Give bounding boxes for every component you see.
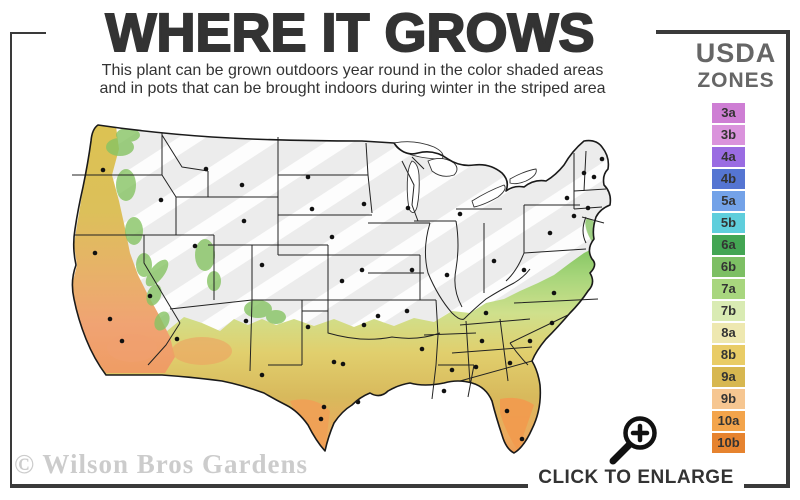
- southern-arizona-orange-zone: [172, 337, 232, 365]
- lake-michigan: [406, 160, 420, 213]
- legend-zone-5a: 5a: [712, 191, 745, 211]
- legend-zone-9b: 9b: [712, 389, 745, 409]
- watermark: © Wilson Bros Gardens: [14, 449, 308, 479]
- lake-erie: [471, 184, 506, 208]
- legend-zone-8a: 8a: [712, 323, 745, 343]
- legend-zone-4a: 4a: [712, 147, 745, 167]
- us-outline: [71, 124, 612, 454]
- state-borders: [72, 133, 607, 400]
- legend-zone-7b: 7b: [712, 301, 745, 321]
- usda-zone-map[interactable]: [62, 113, 662, 468]
- legend-zone-5b: 5b: [712, 213, 745, 233]
- legend-title-zones: ZONES: [697, 69, 775, 92]
- frame-line-top-right: [656, 30, 790, 34]
- legend-zone-7a: 7a: [712, 279, 745, 299]
- page-title: WHERE IT GROWS: [105, 2, 596, 64]
- click-to-enlarge-button[interactable]: CLICK TO ENLARGE: [538, 467, 734, 488]
- lake-huron: [427, 158, 458, 177]
- city-dots: [92, 156, 605, 442]
- west-coast-grow-region: [72, 125, 175, 373]
- legend-zone-10b: 10b: [712, 433, 745, 453]
- frame-line-left: [10, 32, 12, 488]
- legend-zone-6a: 6a: [712, 235, 745, 255]
- frame-line-right: [786, 30, 790, 488]
- legend-zone-4b: 4b: [712, 169, 745, 189]
- south-texas-orange-zone: [290, 399, 330, 449]
- subtitle-line-2: and in pots that can be brought indoors …: [99, 80, 606, 97]
- map-fill-layers: [72, 125, 611, 453]
- legend-zone-8b: 8b: [712, 345, 745, 365]
- frame-line-bottom-right: [744, 484, 790, 488]
- frame-line-top-left: [10, 32, 46, 34]
- legend-zone-6b: 6b: [712, 257, 745, 277]
- lake-ontario: [509, 168, 537, 185]
- legend-zone-3a: 3a: [712, 103, 745, 123]
- legend-zone-9a: 9a: [712, 367, 745, 387]
- us-map-svg[interactable]: [62, 113, 662, 468]
- mountain-green-patches: [106, 128, 603, 331]
- legend-zone-3b: 3b: [712, 125, 745, 145]
- subtitle: This plant can be grown outdoors year ro…: [40, 62, 665, 98]
- frame-line-bottom-left: [10, 484, 528, 488]
- legend-zone-10a: 10a: [712, 411, 745, 431]
- magnifier-zoom-icon[interactable]: [604, 410, 664, 468]
- legend-zones: 3a 3b 4a 4b 5a 5b 6a 6b 7a 7b 8a 8b 9a 9b 10a 10b: [712, 103, 745, 455]
- subtitle-line-1: This plant can be grown outdoors year ro…: [101, 62, 604, 79]
- legend-title-usda: USDA: [695, 38, 777, 68]
- great-lakes: [393, 141, 537, 213]
- southern-california-orange-zone: [107, 334, 157, 362]
- legend-title: USDA ZONES: [682, 38, 790, 92]
